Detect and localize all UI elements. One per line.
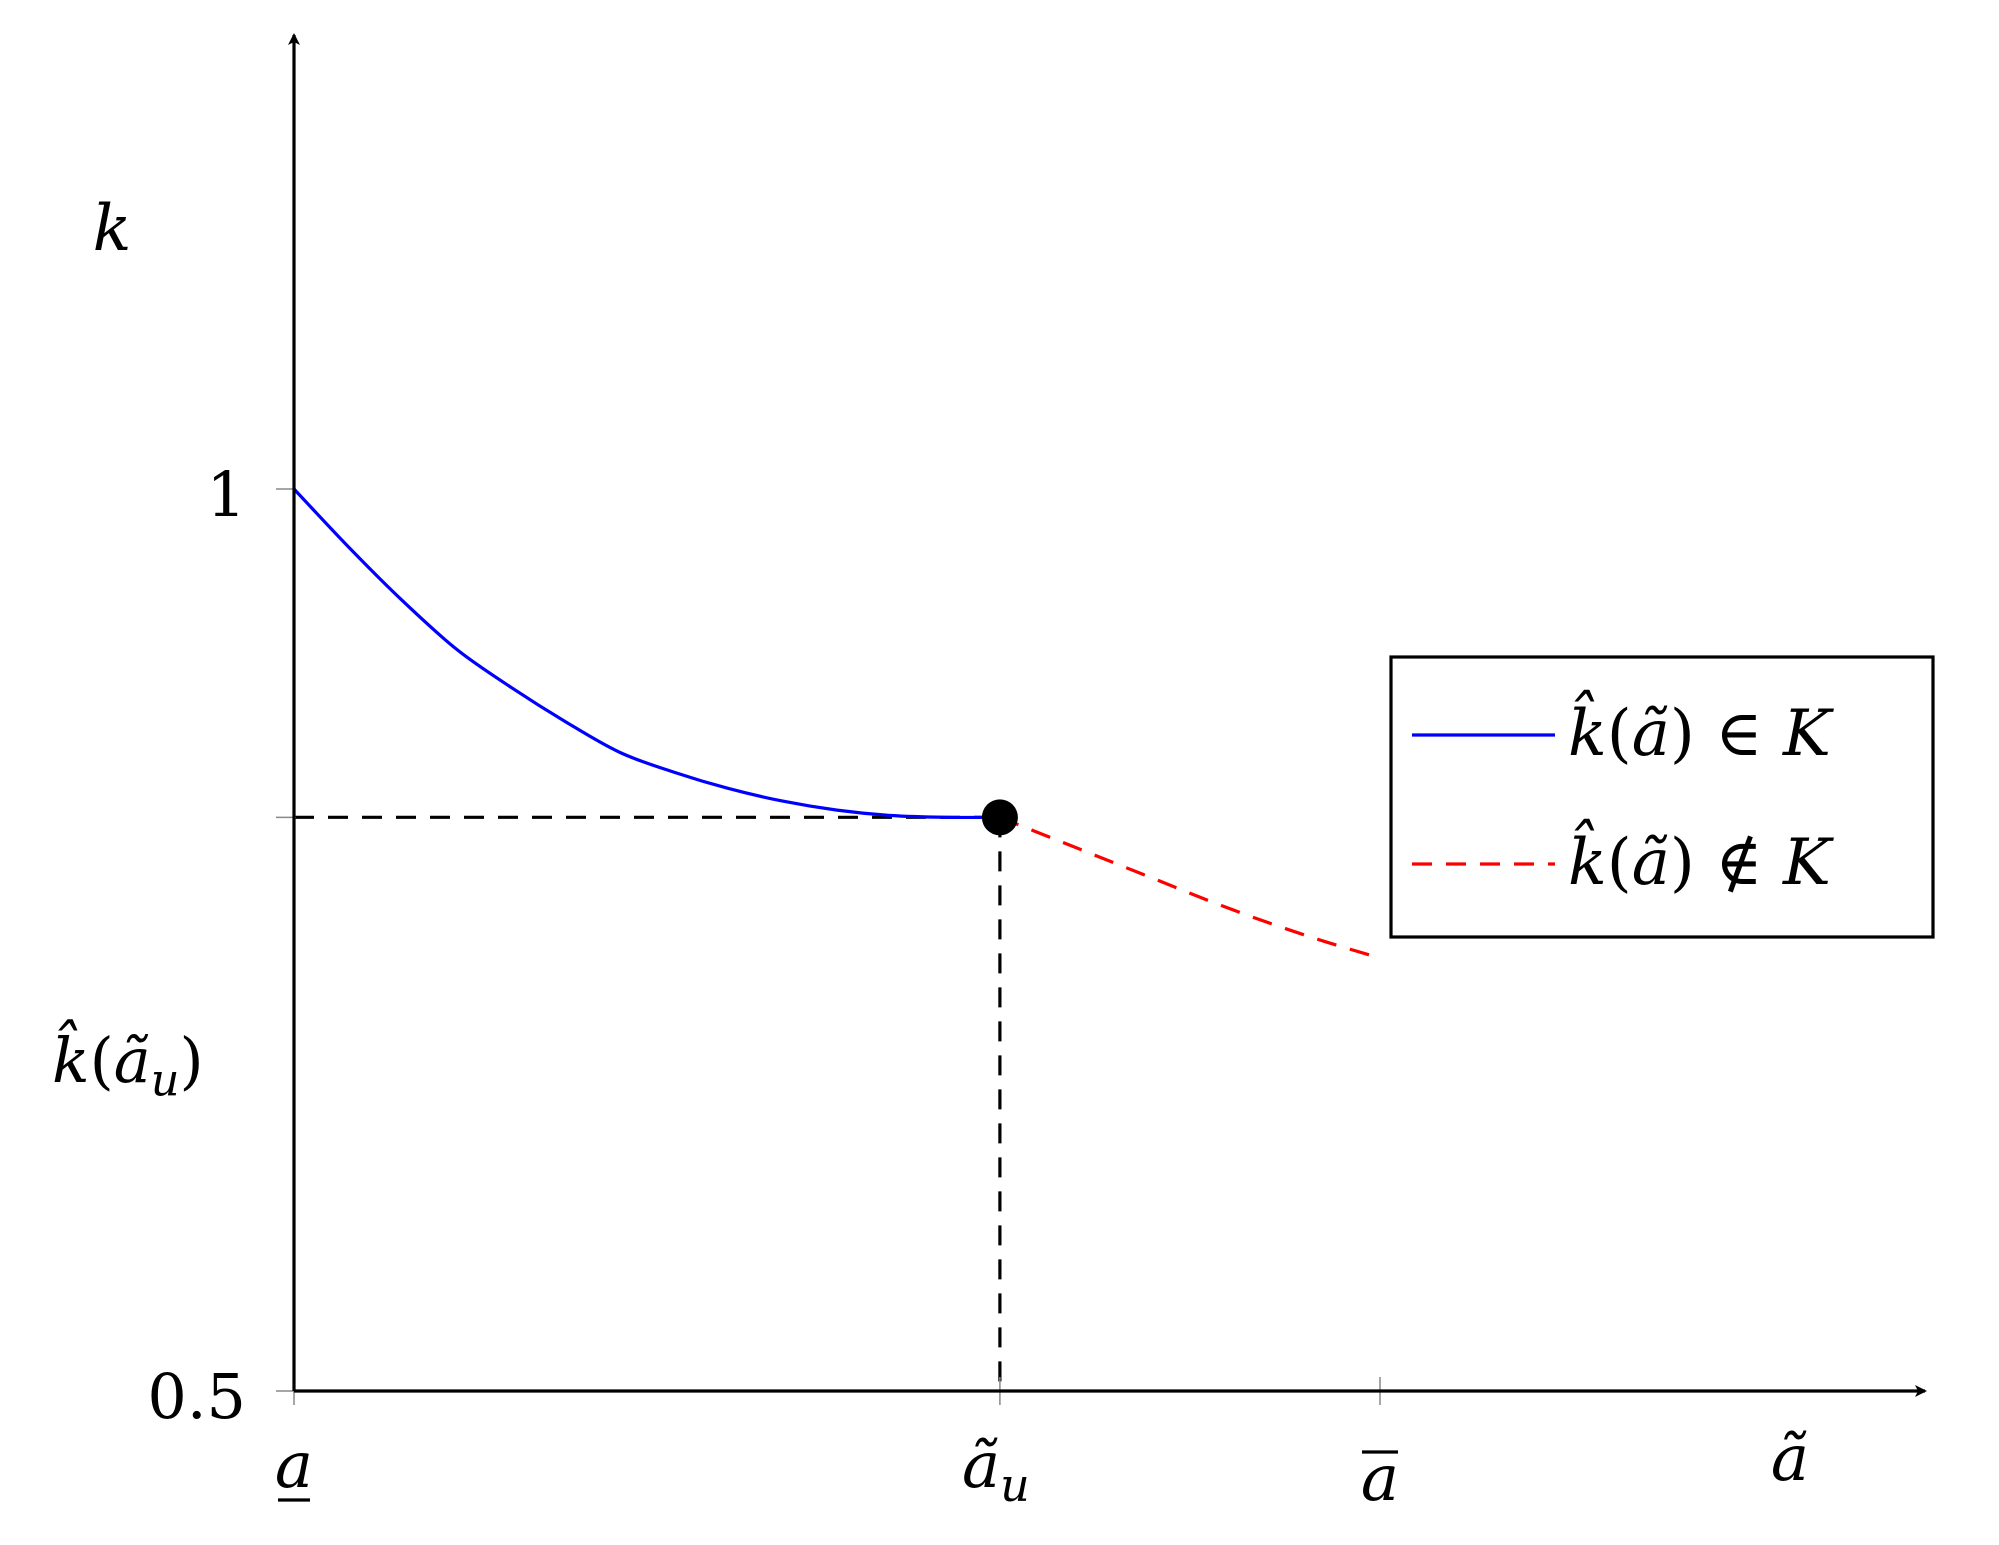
labels: k ã 0.5 1 k̂(ãu) a ãu a bbox=[52, 192, 1809, 1516]
guides bbox=[294, 815, 1002, 1391]
svg-text:k̂(ãu): k̂(ãu) bbox=[52, 1019, 204, 1107]
series-line-in-k bbox=[292, 487, 1000, 820]
ticks bbox=[276, 488, 1381, 1405]
legend-label-0: k̂(ã) ∈ K bbox=[1568, 690, 1834, 771]
point-marker bbox=[981, 799, 1018, 836]
y-tick-label-2: 1 bbox=[207, 458, 246, 531]
legend: k̂(ã) ∈ K k̂(ã) ∉ K bbox=[1389, 655, 1935, 939]
series bbox=[292, 487, 1381, 960]
axes bbox=[288, 33, 1927, 1397]
x-axis-title: ã bbox=[1771, 1422, 1809, 1496]
series-line-not-in-k bbox=[999, 815, 1381, 960]
x-tick-label-1: ãu bbox=[962, 1429, 1030, 1512]
y-axis-title: k bbox=[93, 192, 132, 266]
legend-label-1: k̂(ã) ∉ K bbox=[1568, 819, 1834, 900]
y-tick-label-1: k̂(ãu) bbox=[52, 1019, 204, 1107]
x-tick-label-0: a bbox=[275, 1429, 313, 1503]
svg-text:k̂(ã) ∈ K: k̂(ã) ∈ K bbox=[1568, 690, 1834, 771]
y-tick-label-0: 0.5 bbox=[147, 1360, 246, 1433]
legend-box bbox=[1389, 655, 1935, 939]
svg-text:k̂(ã) ∉ K: k̂(ã) ∉ K bbox=[1568, 819, 1834, 900]
x-tick-label-2: a bbox=[1361, 1442, 1399, 1516]
marker-layer bbox=[981, 799, 1018, 836]
